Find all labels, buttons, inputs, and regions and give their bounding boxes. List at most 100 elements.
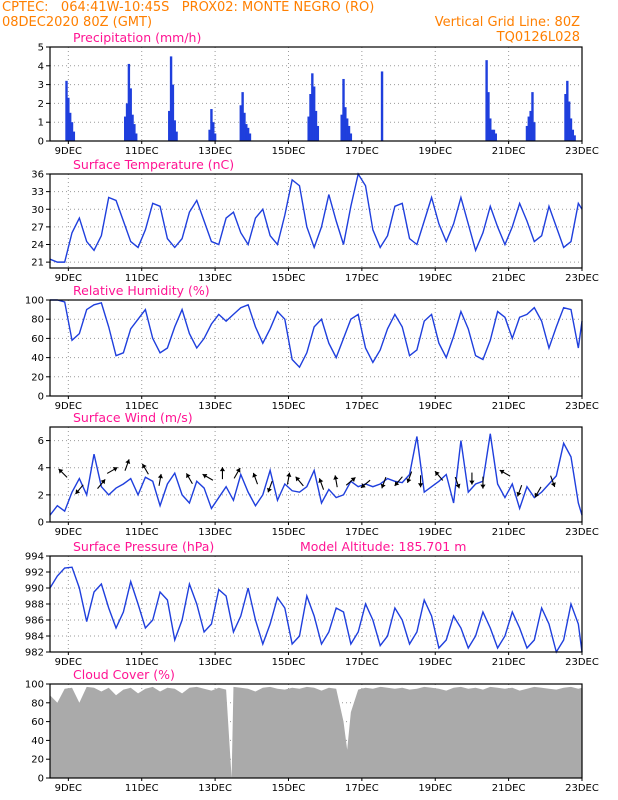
y-tick-label: 992	[25, 568, 44, 579]
x-tick-label: 21DEC	[492, 146, 526, 157]
y-tick-label: 4	[38, 61, 44, 72]
x-tick-label: 9DEC	[55, 527, 82, 538]
precip-bar	[344, 107, 347, 141]
x-tick-label: 17DEC	[345, 783, 379, 794]
precip-bar	[213, 133, 217, 141]
precip-bar	[135, 133, 138, 141]
precip-bar	[67, 97, 70, 141]
precip-bar	[127, 63, 131, 141]
wind-arrow	[469, 472, 475, 485]
panel-frame	[49, 46, 583, 142]
precip-bar	[490, 129, 494, 141]
cloud-cover-area	[50, 686, 582, 778]
x-tick-label: 21DEC	[492, 657, 526, 668]
panel-3: 0 20 40 60 80 100 9DEC 11DEC 13DEC 15DEC 17DEC 19DE…	[25, 283, 599, 412]
y-tick-label: 24	[31, 240, 44, 251]
x-tick-label: 13DEC	[198, 401, 232, 412]
precip-bar	[492, 129, 496, 141]
panel-frame	[49, 683, 583, 779]
y-tick-label: 0	[38, 392, 44, 403]
precip-bar	[65, 80, 68, 141]
precip-bar	[208, 129, 211, 141]
precip-bar	[566, 80, 569, 141]
header-model-code: TQ0126L028	[496, 30, 580, 45]
precip-bar	[241, 92, 244, 141]
y-tick-label: 2	[38, 99, 44, 110]
precip-bar	[316, 125, 320, 141]
wind-arrow	[286, 472, 292, 485]
wind-arrow	[480, 476, 486, 489]
precip-bar	[529, 110, 532, 141]
wind-arrow	[202, 473, 214, 481]
precip-bar	[349, 133, 353, 141]
wind-arrow	[550, 475, 556, 488]
wind-arrow	[185, 473, 193, 485]
precip-bar	[171, 84, 175, 141]
x-tick-label: 15DEC	[272, 146, 306, 157]
precip-bar	[569, 118, 573, 141]
y-tick-label: 20	[31, 755, 44, 766]
precip-bar	[169, 56, 173, 141]
wind-arrow	[318, 478, 325, 490]
y-tick-label: 990	[25, 584, 44, 595]
wind-arrow	[333, 475, 339, 488]
x-tick-label: 11DEC	[125, 657, 159, 668]
wind-arrow	[406, 471, 413, 484]
y-tick-label: 100	[25, 296, 44, 307]
wind-arrow	[252, 472, 259, 485]
precip-bar	[307, 116, 310, 141]
precip-bar	[527, 116, 530, 141]
x-tick-label: 23DEC	[565, 146, 599, 157]
x-tick-label: 17DEC	[345, 657, 379, 668]
x-tick-label: 9DEC	[55, 146, 82, 157]
x-tick-label: 15DEC	[272, 527, 306, 538]
precip-bar	[239, 105, 242, 141]
model-altitude-label: Model Altitude: 185.701 m	[300, 539, 466, 554]
precip-bar	[245, 124, 248, 141]
wind-arrow	[219, 467, 226, 480]
y-tick-label: 3	[38, 80, 44, 91]
x-tick-label: 11DEC	[125, 401, 159, 412]
x-tick-label: 13DEC	[198, 527, 232, 538]
panel-frame	[49, 426, 583, 523]
wind-arrow	[106, 466, 118, 474]
x-tick-label: 13DEC	[198, 783, 232, 794]
precip-bar	[248, 133, 252, 141]
x-tick-label: 23DEC	[565, 657, 599, 668]
x-tick-label: 9DEC	[55, 657, 82, 668]
y-tick-label: 60	[31, 334, 44, 345]
series-line	[49, 433, 583, 516]
wind-arrow	[157, 473, 163, 486]
panel-title: Relative Humidity (%)	[73, 283, 210, 298]
panel-title: Surface Wind (m/s)	[73, 410, 193, 425]
series-line	[49, 566, 583, 654]
x-tick-label: 9DEC	[55, 401, 82, 412]
header-line-2: 08DEC2020 80Z (GMT)	[2, 15, 153, 30]
panel-title: Cloud Cover (%)	[73, 667, 175, 682]
x-tick-label: 13DEC	[198, 146, 232, 157]
wind-arrow	[267, 480, 273, 493]
x-tick-label: 21DEC	[492, 783, 526, 794]
precip-bar	[340, 114, 343, 141]
wind-arrow	[516, 484, 523, 497]
wind-arrow	[534, 486, 542, 498]
wind-arrow	[434, 470, 444, 481]
x-tick-label: 17DEC	[345, 527, 379, 538]
precip-bar	[487, 92, 490, 141]
precip-bar	[573, 135, 576, 141]
precip-bar	[246, 127, 250, 141]
x-tick-label: 19DEC	[418, 783, 452, 794]
precip-bar	[129, 88, 132, 141]
precip-bar	[312, 86, 316, 141]
precip-bar	[314, 110, 318, 141]
x-tick-label: 23DEC	[565, 401, 599, 412]
wind-arrow	[345, 477, 356, 486]
y-tick-label: 6	[38, 436, 44, 447]
wind-arrow	[75, 484, 84, 495]
header-line-1: CPTEC: 064:41W-10:45S PROX02: MONTE NEGR…	[2, 0, 375, 15]
y-tick-label: 40	[31, 353, 44, 364]
series-line	[49, 172, 583, 263]
precip-bar	[485, 60, 488, 141]
panel-1: 0 1 2 3 4 5 9DEC 11DEC 13DEC 15DEC 17DEC 19DEC 21DEC…	[38, 30, 599, 157]
x-tick-label: 9DEC	[55, 783, 82, 794]
